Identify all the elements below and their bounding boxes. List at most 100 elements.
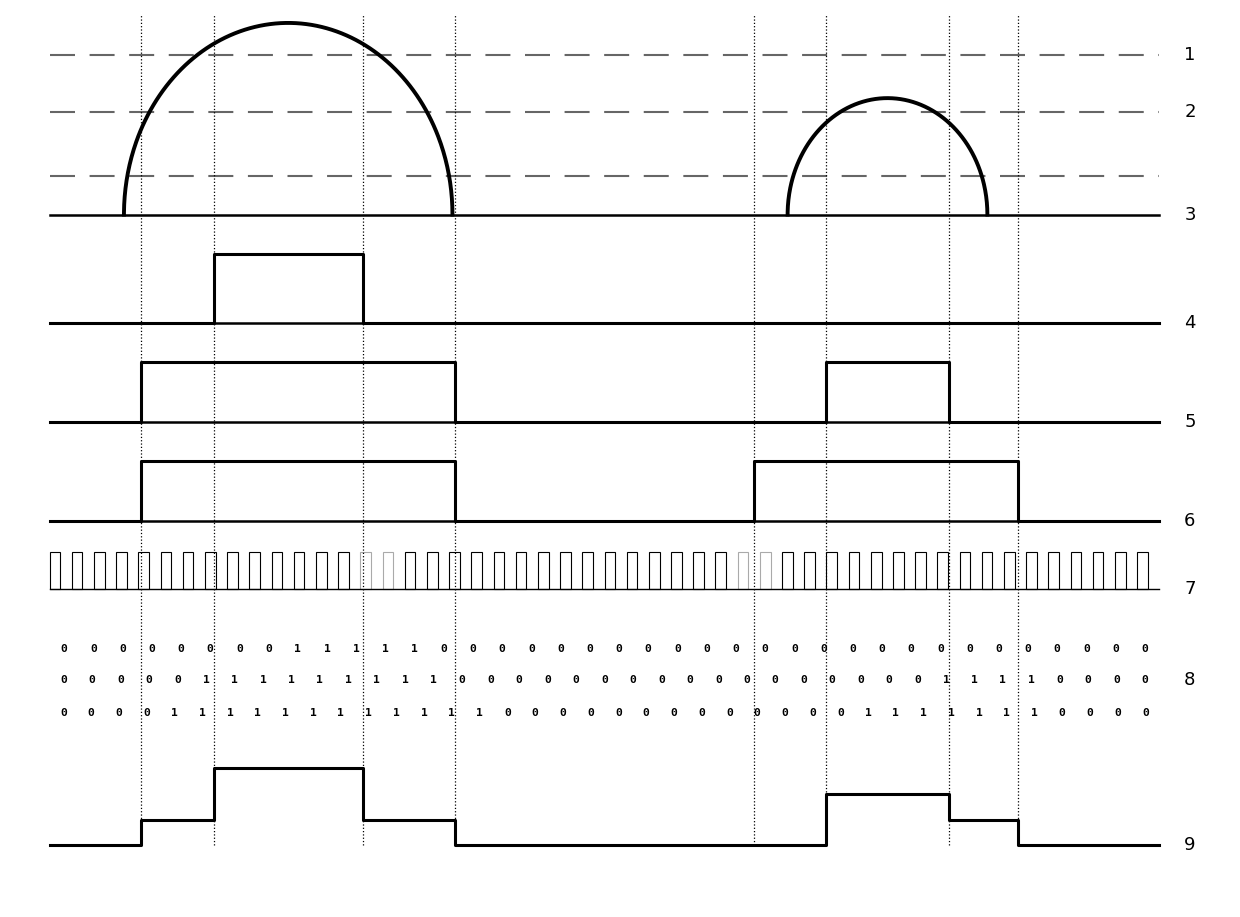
Text: 1: 1 <box>373 676 381 685</box>
Text: 1: 1 <box>1003 708 1011 717</box>
Bar <box>361 552 371 589</box>
Text: 0: 0 <box>820 645 827 654</box>
Bar <box>693 552 704 589</box>
Bar <box>893 552 904 589</box>
Text: 0: 0 <box>857 676 864 685</box>
Bar <box>161 552 171 589</box>
Text: 0: 0 <box>687 676 693 685</box>
Text: 0: 0 <box>174 676 181 685</box>
Bar <box>1092 552 1104 589</box>
Text: 0: 0 <box>754 708 760 717</box>
Text: 0: 0 <box>615 708 621 717</box>
Text: 0: 0 <box>908 645 915 654</box>
Text: 8: 8 <box>1184 671 1195 690</box>
Text: 0: 0 <box>587 645 593 654</box>
Bar <box>1027 552 1037 589</box>
Text: 0: 0 <box>733 645 739 654</box>
Text: 0: 0 <box>115 708 123 717</box>
Bar <box>404 552 415 589</box>
Bar <box>782 552 792 589</box>
Text: 1: 1 <box>259 676 267 685</box>
Text: 1: 1 <box>337 708 345 717</box>
Text: 0: 0 <box>1112 645 1118 654</box>
Text: 0: 0 <box>616 645 622 654</box>
Text: 0: 0 <box>1024 645 1032 654</box>
Text: 1: 1 <box>254 708 262 717</box>
Text: 0: 0 <box>849 645 856 654</box>
Bar <box>760 552 770 589</box>
Text: 0: 0 <box>532 708 538 717</box>
Text: 2: 2 <box>1184 103 1195 121</box>
Text: 0: 0 <box>725 708 733 717</box>
Text: 0: 0 <box>1141 645 1148 654</box>
Text: 0: 0 <box>810 708 816 717</box>
Text: 0: 0 <box>630 676 636 685</box>
Text: 0: 0 <box>1083 645 1090 654</box>
Text: 0: 0 <box>487 676 494 685</box>
Text: 0: 0 <box>781 708 789 717</box>
Bar <box>982 552 992 589</box>
Text: 1: 1 <box>430 676 438 685</box>
Text: 1: 1 <box>393 708 399 717</box>
Text: 3: 3 <box>1184 205 1195 224</box>
Text: 6: 6 <box>1184 512 1195 530</box>
Text: 5: 5 <box>1184 413 1195 431</box>
Text: 0: 0 <box>498 645 506 654</box>
Bar <box>1137 552 1148 589</box>
Text: 1: 1 <box>449 708 455 717</box>
Bar <box>649 552 660 589</box>
Bar <box>294 552 304 589</box>
Text: 0: 0 <box>528 645 534 654</box>
Bar <box>1049 552 1059 589</box>
Text: 0: 0 <box>1086 708 1094 717</box>
Text: 0: 0 <box>715 676 722 685</box>
Bar <box>471 552 482 589</box>
Text: 0: 0 <box>265 645 272 654</box>
Text: 0: 0 <box>1142 708 1149 717</box>
Text: 1: 1 <box>366 708 372 717</box>
Text: 4: 4 <box>1184 314 1195 332</box>
Bar <box>205 552 216 589</box>
Text: 0: 0 <box>791 645 797 654</box>
Text: 1: 1 <box>1028 676 1035 685</box>
Bar <box>339 552 348 589</box>
Text: 0: 0 <box>1114 676 1120 685</box>
Text: 0: 0 <box>1059 708 1065 717</box>
Text: 1: 1 <box>893 708 899 717</box>
Text: 1: 1 <box>171 708 177 717</box>
Bar <box>494 552 505 589</box>
Text: 1: 1 <box>316 676 324 685</box>
Bar <box>382 552 393 589</box>
Text: 0: 0 <box>675 645 681 654</box>
Text: 0: 0 <box>937 645 944 654</box>
Text: 0: 0 <box>1054 645 1060 654</box>
Bar <box>583 552 593 589</box>
Text: 1: 1 <box>198 708 206 717</box>
Bar <box>50 552 61 589</box>
Bar <box>427 552 438 589</box>
Text: 1: 1 <box>999 676 1007 685</box>
Text: 1: 1 <box>231 676 238 685</box>
Bar <box>848 552 859 589</box>
Text: 0: 0 <box>743 676 750 685</box>
Text: 1: 1 <box>864 708 872 717</box>
Text: 1: 1 <box>1184 46 1195 64</box>
Bar <box>538 552 548 589</box>
Text: 0: 0 <box>1056 676 1063 685</box>
Bar <box>1004 552 1014 589</box>
Bar <box>272 552 283 589</box>
Bar <box>72 552 82 589</box>
Text: 0: 0 <box>559 708 567 717</box>
Bar <box>870 552 882 589</box>
Text: 0: 0 <box>61 645 68 654</box>
Text: 1: 1 <box>310 708 316 717</box>
Text: 7: 7 <box>1184 580 1195 598</box>
Text: 0: 0 <box>885 676 893 685</box>
Text: 1: 1 <box>412 645 418 654</box>
Text: 1: 1 <box>345 676 352 685</box>
Text: 0: 0 <box>588 708 594 717</box>
Bar <box>715 552 727 589</box>
Text: 1: 1 <box>281 708 289 717</box>
Text: 0: 0 <box>89 676 95 685</box>
Text: 0: 0 <box>88 708 94 717</box>
